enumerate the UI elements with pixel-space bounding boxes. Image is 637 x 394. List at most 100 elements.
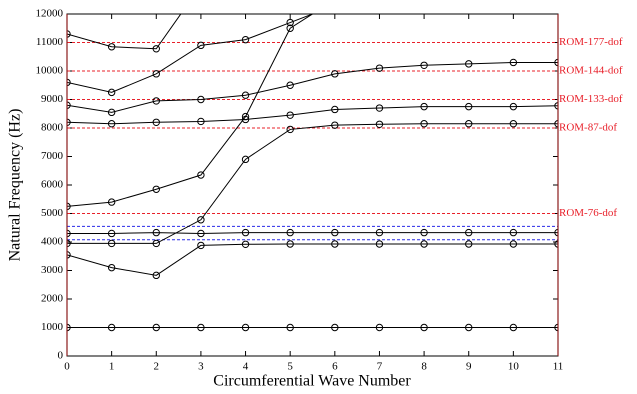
reference-label: ROM-87-dof — [559, 122, 617, 134]
data-point — [509, 58, 518, 67]
x-tick-label: 3 — [198, 361, 204, 373]
data-point — [241, 115, 250, 124]
data-point — [67, 239, 71, 248]
data-point — [67, 251, 71, 259]
series-line — [67, 14, 182, 50]
data-point — [509, 323, 518, 332]
data-point — [67, 229, 71, 238]
data-point — [465, 228, 473, 237]
data-point — [465, 102, 473, 111]
series-line — [67, 123, 558, 244]
data-point — [67, 101, 71, 109]
plot-area — [67, 0, 558, 332]
data-point — [509, 120, 518, 128]
data-point — [67, 323, 71, 332]
data-point — [241, 155, 250, 164]
x-tick-label: 7 — [377, 361, 383, 373]
data-point — [286, 323, 294, 332]
data-point — [152, 185, 160, 193]
data-point — [107, 108, 116, 117]
data-point — [152, 239, 160, 248]
data-point — [331, 121, 339, 129]
data-point — [286, 240, 294, 248]
data-point — [241, 91, 250, 99]
data-point — [241, 228, 250, 237]
x-tick-label: 2 — [154, 361, 160, 373]
data-point — [286, 125, 294, 134]
data-point — [332, 0, 338, 3]
data-point — [420, 102, 428, 111]
data-point — [420, 323, 428, 332]
data-point — [152, 45, 160, 53]
data-point — [286, 24, 294, 32]
x-axis-label: Circumferential Wave Number — [213, 373, 411, 390]
y-tick-label: 5000 — [41, 207, 64, 219]
data-point — [375, 323, 384, 332]
data-point — [107, 43, 116, 51]
data-point — [465, 240, 473, 248]
data-point — [107, 120, 116, 128]
data-point — [197, 171, 205, 179]
data-point — [465, 323, 473, 332]
data-point — [375, 64, 384, 72]
data-point — [375, 240, 384, 248]
y-tick-label: 12000 — [36, 8, 64, 20]
series-line — [67, 14, 314, 93]
series-line — [67, 243, 558, 276]
data-point — [286, 81, 294, 89]
data-point — [197, 216, 205, 224]
data-point — [420, 228, 428, 237]
data-point — [67, 30, 71, 38]
data-point — [152, 70, 160, 78]
y-tick-label: 11000 — [36, 36, 64, 48]
series-line — [67, 232, 558, 234]
y-tick-label: 2000 — [41, 293, 64, 305]
data-point — [331, 70, 339, 78]
y-tick-label: 0 — [58, 350, 64, 362]
x-tick-label: 4 — [243, 361, 249, 373]
data-point — [152, 118, 160, 127]
data-point — [197, 41, 205, 50]
data-point — [509, 240, 518, 248]
series-line — [67, 105, 558, 125]
y-tick-label: 9000 — [41, 93, 64, 105]
data-point — [420, 240, 428, 248]
reference-label: ROM-76-dof — [559, 207, 617, 219]
data-point — [286, 228, 294, 237]
data-point — [107, 263, 116, 272]
data-point — [197, 323, 205, 332]
y-tick-label: 3000 — [41, 264, 64, 276]
y-tick-label: 6000 — [41, 179, 64, 191]
plot-frame — [66, 13, 559, 357]
y-tick-label: 4000 — [41, 236, 64, 248]
data-point — [107, 229, 116, 238]
data-point — [375, 104, 384, 112]
x-tick-label: 11 — [553, 361, 564, 373]
series-line — [67, 61, 558, 113]
data-point — [509, 228, 518, 237]
data-point — [286, 18, 294, 27]
data-point — [67, 118, 71, 126]
data-point — [67, 78, 71, 87]
data-point — [420, 120, 428, 128]
data-point — [107, 323, 116, 332]
y-tick-label: 7000 — [41, 150, 64, 162]
data-point — [107, 239, 116, 248]
x-tick-label: 1 — [109, 361, 115, 373]
data-point — [331, 228, 339, 237]
x-tick-label: 5 — [287, 361, 293, 373]
data-point — [332, 2, 338, 8]
x-tick-label: 0 — [64, 361, 70, 373]
data-point — [509, 102, 518, 111]
data-point — [152, 271, 160, 280]
data-point — [465, 60, 473, 68]
y-axis-label: Natural Frequency (Hz) — [7, 109, 24, 262]
x-tick-label: 10 — [508, 361, 520, 373]
x-tick-label: 8 — [421, 361, 427, 373]
series-line — [67, 14, 314, 207]
data-point — [107, 88, 116, 97]
data-point — [331, 105, 339, 114]
reference-label: ROM-177-dof — [559, 36, 623, 48]
data-point — [420, 61, 428, 70]
